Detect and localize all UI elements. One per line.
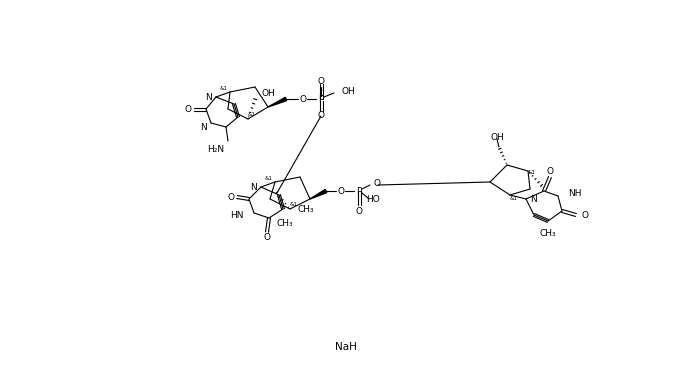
Text: OH: OH [262, 89, 276, 98]
Text: N: N [205, 92, 212, 101]
Text: O: O [547, 167, 554, 176]
Text: O: O [263, 233, 270, 242]
Text: N: N [530, 195, 537, 204]
Text: OH: OH [490, 132, 504, 141]
Text: P: P [356, 187, 362, 196]
Text: CH₃: CH₃ [277, 219, 293, 227]
Polygon shape [268, 97, 287, 107]
Text: &1: &1 [290, 202, 298, 207]
Text: O: O [227, 193, 234, 201]
Text: O: O [356, 207, 362, 216]
Text: CH₃: CH₃ [297, 204, 314, 213]
Text: &1: &1 [248, 112, 256, 118]
Text: O: O [184, 104, 191, 113]
Polygon shape [310, 189, 327, 199]
Text: &1: &1 [220, 86, 228, 90]
Text: CH₃: CH₃ [540, 228, 556, 238]
Text: O: O [337, 187, 344, 196]
Text: &1: &1 [528, 170, 536, 176]
Text: &1: &1 [265, 176, 273, 181]
Text: HO: HO [366, 195, 380, 204]
Text: N: N [250, 182, 257, 192]
Text: P: P [318, 95, 324, 104]
Text: HN: HN [231, 210, 244, 219]
Text: NaH: NaH [335, 342, 357, 352]
Text: O: O [299, 95, 306, 104]
Text: O: O [582, 210, 589, 219]
Text: O: O [374, 178, 381, 187]
Text: OH: OH [342, 86, 356, 95]
Text: O: O [317, 112, 324, 121]
Text: &1: &1 [510, 196, 518, 201]
Text: N: N [200, 123, 207, 132]
Text: H₂N: H₂N [207, 144, 225, 153]
Text: O: O [317, 77, 324, 86]
Text: NH: NH [568, 190, 581, 199]
